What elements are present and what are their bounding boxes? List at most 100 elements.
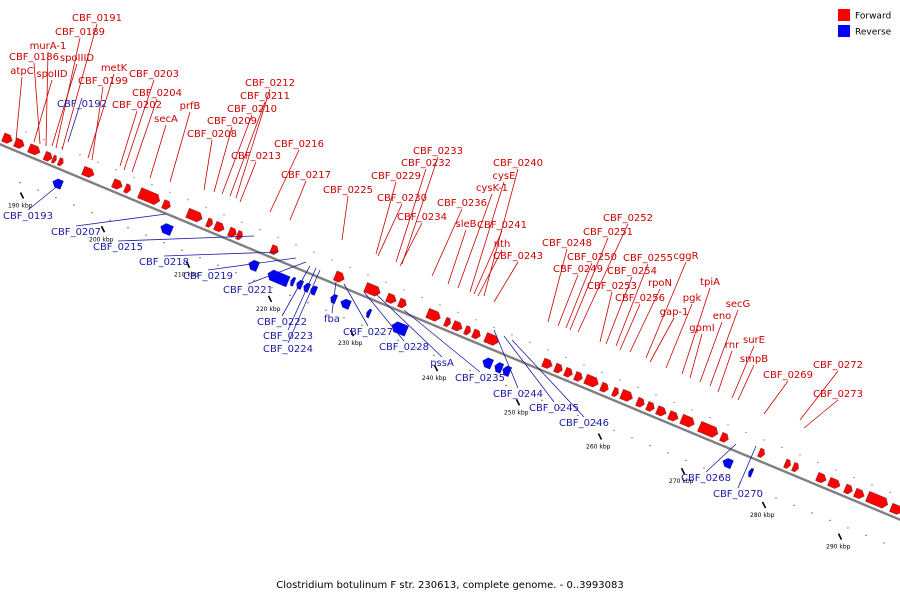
- minor-tick: [583, 364, 585, 366]
- minor-tick: [757, 489, 759, 492]
- leader-line: [431, 208, 463, 277]
- gene-forward-3: [42, 151, 53, 162]
- gene-label-cbf-0208: CBF_0208: [187, 129, 237, 191]
- minor-tick: [709, 416, 711, 419]
- leader-line: [247, 261, 307, 285]
- gene-forward-25: [471, 328, 481, 340]
- gene-name: CBF_0186: [9, 52, 59, 63]
- gene-label-fba: fba: [324, 281, 340, 325]
- leader-line: [67, 97, 83, 143]
- leader-line: [87, 73, 115, 159]
- minor-tick: [673, 401, 675, 404]
- gene-label-cbf-0255: CBF_0255: [615, 253, 673, 347]
- gene-forward-24: [463, 325, 471, 336]
- gene-forward-21: [425, 308, 441, 322]
- tick-mark: [515, 398, 521, 406]
- minor-tick: [793, 504, 795, 507]
- minor-tick: [781, 446, 783, 449]
- minor-tick: [817, 461, 819, 464]
- gene-reverse-6: [303, 282, 312, 293]
- leader-line: [281, 265, 311, 317]
- leader-line: [457, 193, 493, 289]
- gene-name: CBF_0251: [583, 227, 633, 238]
- leader-line: [469, 181, 505, 293]
- gene-forward-30: [573, 371, 583, 382]
- gene-label-cggr: cggR: [645, 251, 699, 359]
- minor-tick: [685, 459, 687, 462]
- leader-line: [401, 156, 439, 265]
- gene-name: secG: [726, 299, 751, 310]
- gene-name: CBF_0221: [223, 285, 273, 296]
- minor-tick: [865, 534, 867, 537]
- gene-name: CBF_0240: [493, 158, 543, 169]
- leader-line: [27, 183, 61, 211]
- leader-line: [737, 445, 757, 489]
- legend-label: Forward: [855, 12, 891, 22]
- gene-label-cbf-0251: CBF_0251: [569, 227, 633, 331]
- leader-line: [287, 267, 317, 331]
- gene-name: secA: [154, 114, 178, 125]
- gene-label-cbf-0252: CBF_0252: [577, 213, 653, 333]
- gene-label-cbf-0241: CBF_0241: [473, 220, 527, 295]
- gene-forward-27: [541, 357, 553, 369]
- gene-forward-46: [827, 477, 841, 489]
- leader-line: [447, 229, 467, 285]
- gene-label-cbf-0202: CBF_0202: [112, 100, 162, 167]
- leader-line: [473, 230, 503, 295]
- gene-label-cbf-0221: CBF_0221: [223, 261, 307, 296]
- leader-line: [33, 62, 41, 145]
- gene-label-cbf-0249: CBF_0249: [553, 264, 603, 327]
- gene-forward-43: [783, 458, 791, 469]
- minor-tick: [223, 214, 225, 216]
- minor-tick: [847, 527, 849, 529]
- gene-label-cbf-0270: CBF_0270: [713, 445, 763, 500]
- tick-mark: [19, 192, 25, 199]
- gene-forward-2: [27, 143, 41, 156]
- gene-name: nth: [494, 239, 511, 250]
- minor-tick: [367, 274, 369, 276]
- tick-label: 290 kbp: [826, 544, 851, 551]
- gene-forward-6: [81, 165, 95, 178]
- minor-tick: [325, 309, 327, 311]
- gene-name: CBF_0246: [559, 418, 609, 429]
- minor-tick: [151, 184, 153, 186]
- leader-line: [33, 79, 53, 143]
- gene-label-cbf-0234: CBF_0234: [397, 212, 447, 267]
- minor-tick: [655, 394, 657, 396]
- minor-tick: [169, 191, 171, 193]
- tick-label: 210 kbp: [174, 272, 199, 279]
- leader-line: [599, 291, 613, 343]
- minor-tick: [439, 304, 441, 306]
- gene-label-prfb: prfB: [169, 101, 201, 183]
- minor-tick: [457, 311, 459, 313]
- minor-tick: [313, 251, 315, 253]
- leader-line: [203, 139, 213, 191]
- gene-label-cbf-0232: CBF_0232: [395, 158, 451, 263]
- gene-reverse-10: [366, 308, 373, 319]
- leader-line: [91, 86, 104, 161]
- gene-label-cysk-1: cysK-1: [457, 183, 508, 289]
- tick-mark: [433, 364, 439, 372]
- gene-name: CBF_0207: [51, 227, 101, 238]
- gene-name: CBF_0232: [401, 158, 451, 169]
- gene-label-cbf-0250: CBF_0250: [565, 252, 617, 329]
- minor-tick: [181, 249, 183, 251]
- gene-name: CBF_0256: [615, 293, 665, 304]
- minor-tick: [565, 356, 567, 358]
- tick-mark: [349, 329, 355, 337]
- gene-name: CBF_0199: [78, 76, 128, 87]
- minor-tick: [187, 199, 189, 201]
- gene-forward-40: [697, 421, 719, 438]
- gene-forward-18: [363, 282, 381, 297]
- leader-line: [717, 350, 733, 393]
- leader-line: [123, 79, 155, 171]
- gene-label-cbf-0191: CBF_0191: [61, 13, 122, 151]
- gene-name: CBF_0236: [437, 198, 487, 209]
- minor-tick: [505, 384, 507, 387]
- leader-line: [45, 51, 49, 147]
- gene-forward-36: [645, 401, 655, 412]
- leader-line: [163, 251, 279, 257]
- leader-line: [375, 293, 443, 358]
- genome-caption: Clostridium botulinum F str. 230613, com…: [276, 580, 623, 591]
